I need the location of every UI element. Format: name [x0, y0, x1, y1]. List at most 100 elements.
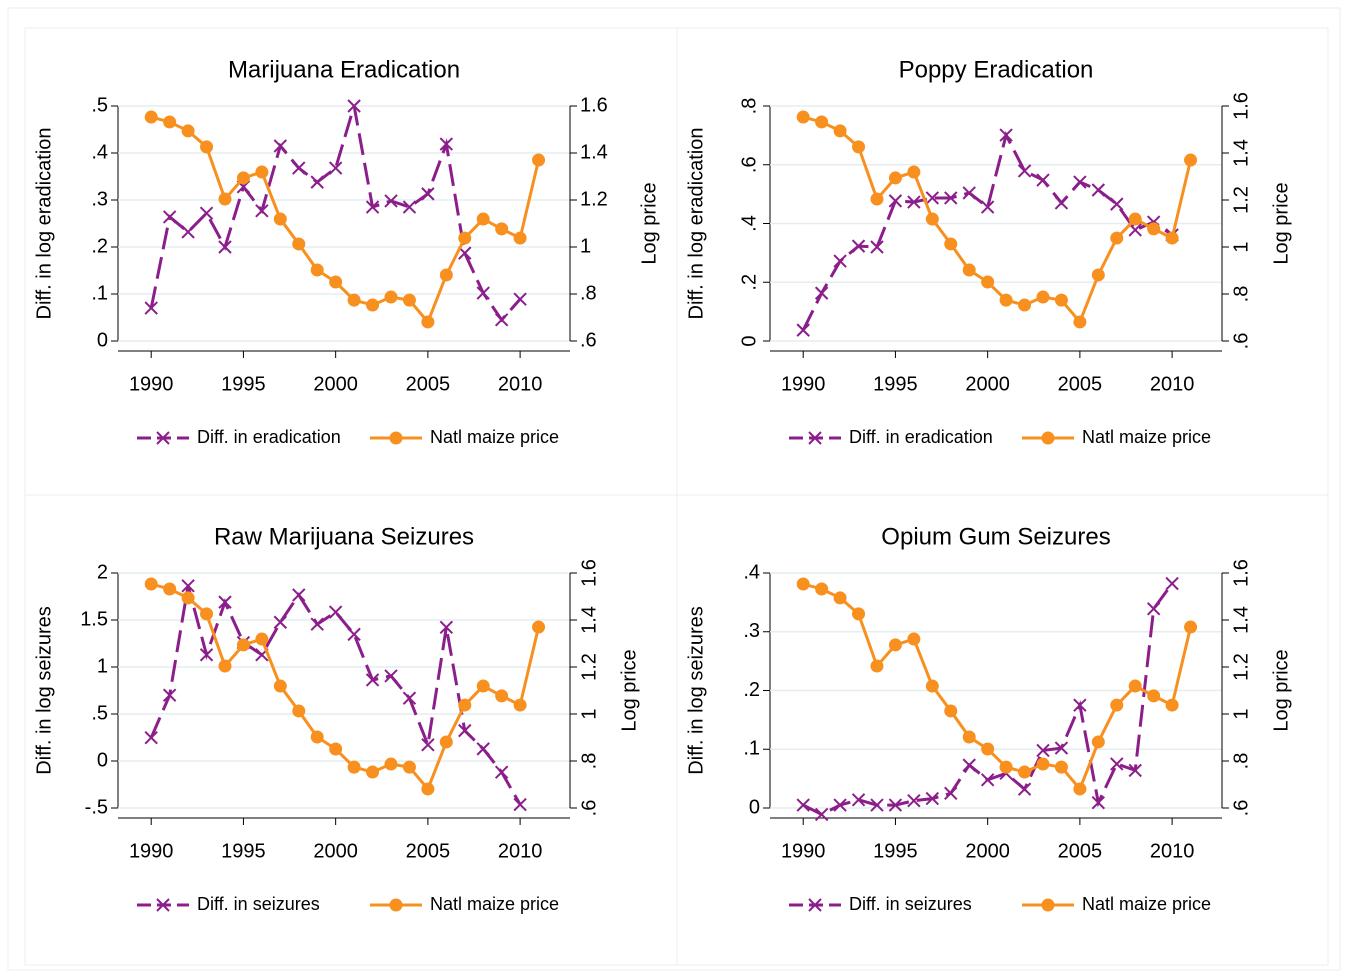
legend-marker — [808, 898, 822, 912]
y2-tick-label: .6 — [1230, 800, 1252, 817]
y2-tick-label: 1.4 — [578, 606, 600, 634]
y-tick-label: .2 — [743, 679, 760, 701]
legend-label: Diff. in seizures — [197, 894, 320, 914]
x-marker — [796, 798, 810, 812]
point-marker — [532, 153, 546, 167]
y2-tick-label: .8 — [1230, 286, 1252, 303]
y2-tick-label: .6 — [580, 329, 597, 351]
y-tick-label: .6 — [738, 156, 760, 173]
point-marker — [384, 290, 398, 304]
x-tick-label: 2000 — [965, 373, 1010, 395]
x-tick-label: 2010 — [498, 840, 543, 862]
x-tick-label: 2010 — [498, 373, 543, 395]
x-marker — [421, 187, 435, 201]
point-marker — [292, 237, 306, 251]
point-marker — [907, 165, 921, 179]
point-marker — [1165, 231, 1179, 245]
x-marker — [144, 730, 158, 745]
y-axis-title: Diff. in log eradication — [33, 128, 55, 320]
point-marker — [495, 222, 509, 236]
x-tick-label: 1995 — [873, 840, 918, 862]
x-tick-label: 2005 — [406, 840, 451, 862]
point-marker — [981, 742, 995, 756]
x-marker — [384, 194, 398, 208]
x-marker — [144, 301, 158, 315]
point-marker — [347, 293, 361, 307]
x-tick-label: 1990 — [781, 840, 826, 862]
x-marker — [851, 239, 866, 253]
x-marker — [1073, 698, 1087, 712]
point-marker — [1110, 231, 1124, 245]
point-marker — [532, 620, 546, 634]
y-tick-label: 0 — [749, 796, 760, 818]
x-marker — [980, 773, 995, 787]
x-marker — [402, 200, 417, 214]
legend-label: Natl maize price — [430, 894, 559, 914]
x-marker — [1054, 741, 1069, 755]
point-marker — [181, 124, 195, 138]
x-marker — [199, 648, 214, 662]
legend-marker — [808, 431, 822, 445]
point-marker — [310, 263, 324, 277]
x-marker — [925, 791, 940, 806]
x-marker — [328, 161, 343, 175]
point-marker — [218, 659, 232, 673]
x-marker — [439, 137, 454, 151]
x-marker — [888, 194, 903, 208]
point-marker — [476, 212, 490, 226]
x-marker — [962, 758, 976, 772]
y-axis-title: Diff. in log seizures — [685, 606, 707, 775]
y-tick-label: .8 — [738, 98, 760, 115]
x-tick-label: 2000 — [313, 840, 358, 862]
y-tick-label: .5 — [91, 94, 108, 116]
point-marker — [1018, 765, 1032, 779]
point-marker — [236, 171, 250, 185]
y2-tick-label: 1 — [578, 708, 600, 719]
y2-tick-label: 1.2 — [580, 188, 608, 210]
point-marker — [962, 263, 976, 277]
legend-marker — [389, 898, 403, 912]
x-marker — [1017, 782, 1032, 796]
x-marker — [1128, 763, 1142, 778]
x-marker — [1073, 175, 1087, 189]
point-marker — [292, 704, 306, 718]
x-marker — [1165, 576, 1179, 591]
point-marker — [1110, 698, 1124, 712]
x-marker — [218, 240, 232, 254]
point-marker — [1091, 735, 1105, 749]
x-marker — [1146, 602, 1161, 616]
point-marker — [421, 315, 435, 329]
x-marker — [310, 617, 324, 631]
y2-tick-label: 1 — [580, 235, 591, 257]
point-marker — [815, 582, 829, 596]
x-marker — [513, 797, 527, 812]
point-marker — [255, 165, 269, 179]
point-marker — [310, 730, 324, 744]
y-tick-label: .2 — [91, 235, 108, 257]
point-marker — [870, 659, 884, 673]
point-marker — [1018, 298, 1032, 312]
point-marker — [236, 638, 250, 652]
point-marker — [144, 110, 158, 124]
y2-tick-label: 1.6 — [1230, 559, 1252, 587]
y2-tick-label: 1.2 — [1230, 186, 1252, 214]
point-marker — [1054, 760, 1068, 774]
x-marker — [402, 691, 417, 705]
x-marker — [199, 206, 214, 220]
x-marker — [273, 615, 288, 629]
x-marker — [310, 175, 324, 189]
y2-axis-title: Log price — [638, 182, 660, 264]
point-marker — [999, 293, 1013, 307]
x-marker — [181, 579, 195, 593]
x-marker — [1017, 164, 1032, 178]
x-marker — [833, 798, 847, 812]
y-tick-label: .1 — [91, 282, 108, 304]
chart-title: Poppy Eradication — [899, 56, 1094, 83]
point-marker — [458, 698, 472, 712]
y2-tick-label: .8 — [578, 753, 600, 770]
x-marker — [907, 793, 921, 808]
point-marker — [1184, 620, 1198, 634]
y-tick-label: .4 — [743, 561, 760, 583]
y2-tick-label: .6 — [578, 800, 600, 817]
